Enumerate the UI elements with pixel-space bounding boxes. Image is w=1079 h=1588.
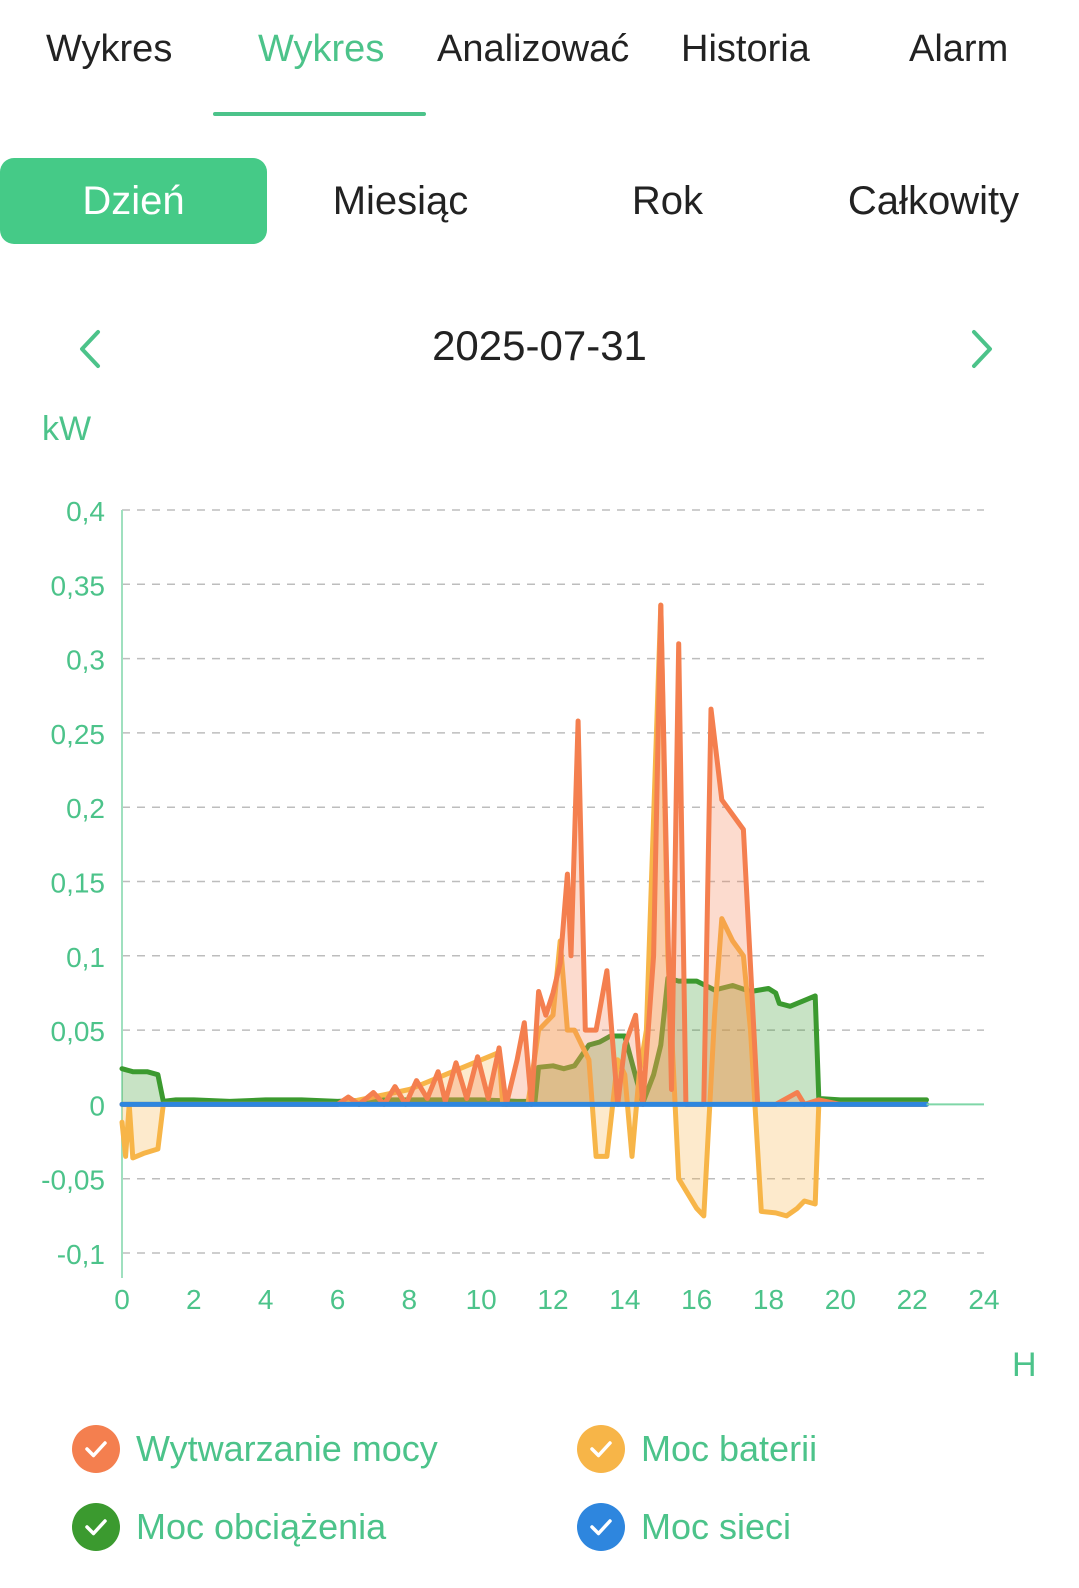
y-tick-label: 0,3: [66, 645, 105, 676]
tab-alarm[interactable]: Alarm: [909, 28, 1009, 70]
series-area: [122, 978, 927, 1105]
x-tick-label: 12: [537, 1284, 568, 1315]
legend-production[interactable]: Wytwarzanie mocy: [72, 1419, 438, 1479]
active-tab-indicator: [213, 112, 426, 116]
x-tick-label: 24: [968, 1284, 999, 1315]
legend-load[interactable]: Moc obciążenia: [72, 1497, 386, 1557]
x-tick-label: 4: [258, 1284, 274, 1315]
y-tick-label: 0: [89, 1090, 105, 1121]
legend-load-label: Moc obciążenia: [136, 1506, 387, 1547]
check-icon: [577, 1425, 625, 1473]
tab-analizowac[interactable]: Analizować: [437, 28, 630, 70]
series-line: [119, 602, 929, 1107]
period-total-button[interactable]: Całkowity: [847, 179, 1020, 223]
legend-production-label: Wytwarzanie mocy: [136, 1428, 438, 1469]
date-navigation: 2025-07-31: [0, 318, 1079, 378]
top-tab-bar: Wykres Wykres Analizować Historia Alarm: [0, 0, 1079, 120]
chart-axes: -0,1 -0,05 0 0,05 0,1 0,15 0,2 0,25 0,3 0,35 0,4 0 2…: [41, 496, 999, 1315]
legend-grid-label: Moc sieci: [641, 1506, 792, 1547]
x-tick-label: 10: [466, 1284, 497, 1315]
selected-date[interactable]: 2025-07-31: [432, 322, 647, 369]
x-axis-unit-label: H: [1012, 1346, 1037, 1384]
y-tick-label: 0,05: [51, 1016, 106, 1047]
x-tick-label: 8: [402, 1284, 418, 1315]
chevron-left-icon[interactable]: [72, 324, 112, 374]
series-line: [119, 975, 929, 1106]
check-icon: [72, 1503, 120, 1551]
legend-grid[interactable]: Moc sieci: [577, 1497, 791, 1557]
y-tick-label: -0,05: [41, 1165, 105, 1196]
period-year-button[interactable]: Rok: [631, 179, 704, 223]
check-icon: [72, 1425, 120, 1473]
y-tick-label: 0,4: [66, 496, 105, 527]
x-tick-label: 0: [114, 1284, 130, 1315]
tab-historia[interactable]: Historia: [681, 28, 810, 70]
x-tick-label: 14: [609, 1284, 640, 1315]
y-tick-label: 0,25: [51, 719, 106, 750]
y-axis-unit-label: kW: [42, 410, 92, 448]
check-icon: [577, 1503, 625, 1551]
legend-battery-label: Moc baterii: [641, 1428, 818, 1469]
x-tick-label: 22: [897, 1284, 928, 1315]
y-tick-label: 0,35: [51, 570, 106, 601]
chevron-right-icon[interactable]: [962, 324, 1002, 374]
y-tick-label: -0,1: [57, 1239, 105, 1270]
series-area: [122, 605, 927, 1216]
y-tick-label: 0,2: [66, 793, 105, 824]
period-day-button[interactable]: Dzień: [0, 158, 267, 244]
y-tick-label: 0,15: [51, 868, 106, 899]
power-chart: -0,1 -0,05 0 0,05 0,1 0,15 0,2 0,25 0,3 0,35 0,4 0 2…: [41, 496, 999, 1315]
x-tick-label: 2: [186, 1284, 202, 1315]
tab-wykres-2[interactable]: Wykres: [258, 28, 385, 70]
x-tick-label: 18: [753, 1284, 784, 1315]
legend-battery[interactable]: Moc baterii: [577, 1419, 817, 1479]
period-month-button[interactable]: Miesiąc: [332, 179, 469, 223]
series-area: [122, 605, 927, 1105]
x-tick-label: 20: [825, 1284, 856, 1315]
chart-series: [119, 602, 984, 1219]
y-tick-label: 0,1: [66, 942, 105, 973]
tab-wykres-1[interactable]: Wykres: [46, 28, 173, 70]
x-tick-label: 16: [681, 1284, 712, 1315]
period-selector: Dzień Miesiąc Rok Całkowity: [0, 158, 1079, 246]
chart-grid: [122, 509, 984, 1254]
x-tick-label: 6: [330, 1284, 346, 1315]
